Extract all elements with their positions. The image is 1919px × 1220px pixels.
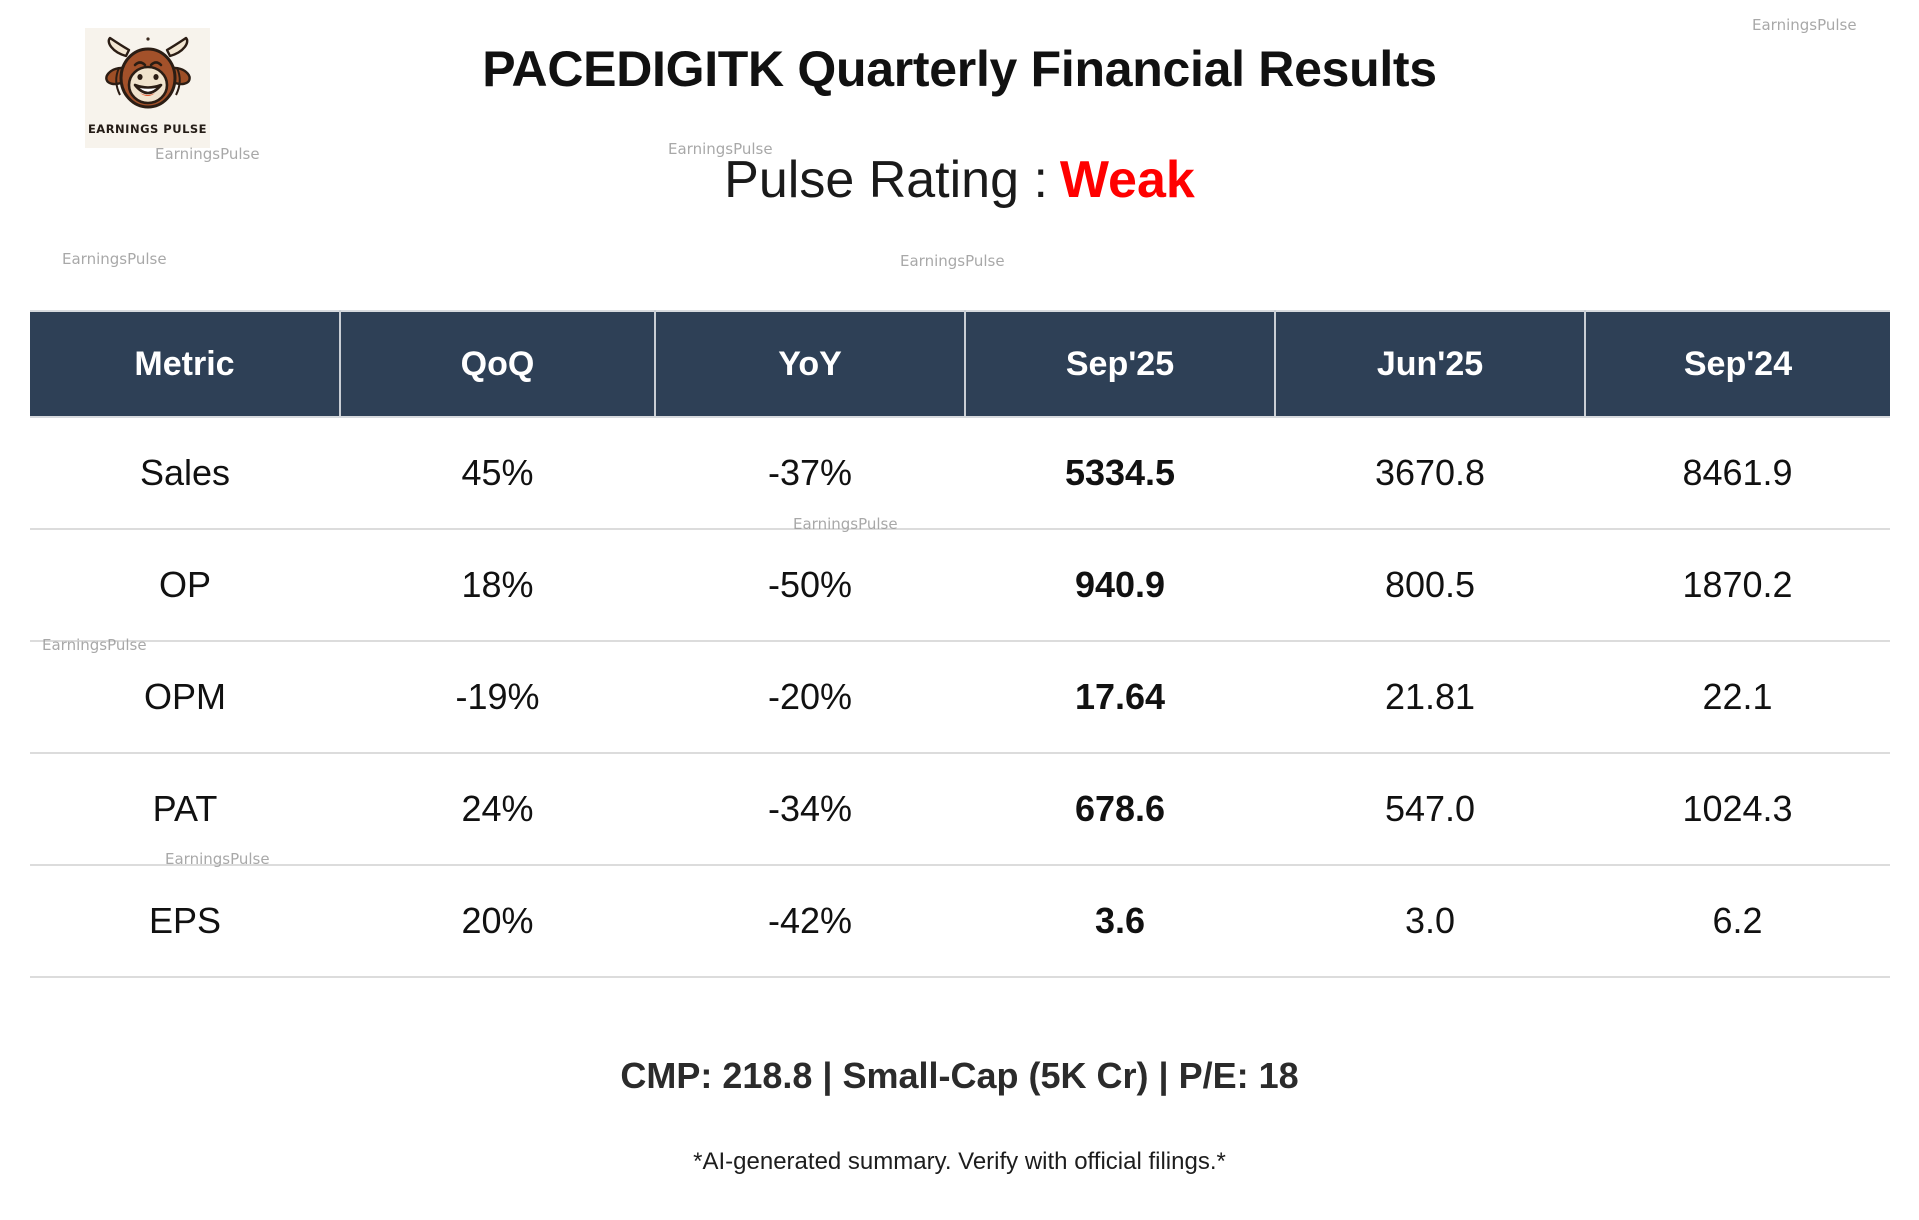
pulse-rating: Pulse Rating : Weak: [0, 150, 1919, 210]
cell-sep24: 22.1: [1585, 641, 1890, 754]
disclaimer-text: *AI-generated summary. Verify with offic…: [693, 1148, 1226, 1175]
table-row: PAT 24% -34% 678.6 547.0 1024.3: [30, 753, 1890, 866]
column-header-yoy: YoY: [655, 310, 966, 418]
cell-jun25: 3670.8: [1275, 417, 1585, 530]
pulse-rating-value: Weak: [1059, 151, 1195, 209]
cell-metric: Sales: [30, 417, 340, 530]
cell-jun25: 3.0: [1275, 865, 1585, 978]
logo-wordmark: EARNINGS PULSE: [87, 122, 208, 136]
cell-sep25: 940.9: [965, 529, 1275, 642]
cell-yoy: -34%: [655, 753, 965, 866]
cell-metric: PAT: [30, 753, 340, 866]
column-header-jun25: Jun'25: [1275, 310, 1586, 418]
table-row: Sales 45% -37% 5334.5 3670.8 8461.9: [30, 417, 1890, 530]
column-header-metric: Metric: [30, 310, 341, 418]
bull-mascot-icon: [104, 36, 191, 109]
cell-sep25: 17.64: [965, 641, 1275, 754]
cell-metric: EPS: [30, 865, 340, 978]
watermark-label: EarningsPulse: [62, 250, 167, 268]
cell-sep25: 5334.5: [965, 417, 1275, 530]
brand-logo: EARNINGS PULSE: [85, 28, 210, 148]
cell-qoq: 18%: [340, 529, 655, 642]
cell-qoq: 45%: [340, 417, 655, 530]
cell-sep24: 1870.2: [1585, 529, 1890, 642]
cell-sep24: 8461.9: [1585, 417, 1890, 530]
cell-sep25: 3.6: [965, 865, 1275, 978]
column-header-sep24: Sep'24: [1585, 310, 1890, 418]
cell-sep25: 678.6: [965, 753, 1275, 866]
cell-jun25: 21.81: [1275, 641, 1585, 754]
table-row: EPS 20% -42% 3.6 3.0 6.2: [30, 865, 1890, 978]
cell-metric: OPM: [30, 641, 340, 754]
cell-jun25: 547.0: [1275, 753, 1585, 866]
table-row: OPM -19% -20% 17.64 21.81 22.1: [30, 641, 1890, 754]
watermark-label: EarningsPulse: [900, 252, 1005, 270]
cell-qoq: -19%: [340, 641, 655, 754]
cell-sep24: 1024.3: [1585, 753, 1890, 866]
cmp-summary-line: CMP: 218.8 | Small-Cap (5K Cr) | P/E: 18: [620, 1055, 1299, 1096]
cell-yoy: -42%: [655, 865, 965, 978]
column-header-sep25: Sep'25: [965, 310, 1276, 418]
cell-yoy: -37%: [655, 417, 965, 530]
page-title: PACEDIGITK Quarterly Financial Results: [482, 41, 1437, 97]
cell-yoy: -50%: [655, 529, 965, 642]
column-header-qoq: QoQ: [340, 310, 656, 418]
cell-sep24: 6.2: [1585, 865, 1890, 978]
cell-qoq: 20%: [340, 865, 655, 978]
cell-qoq: 24%: [340, 753, 655, 866]
table-row: OP 18% -50% 940.9 800.5 1870.2: [30, 529, 1890, 642]
cell-jun25: 800.5: [1275, 529, 1585, 642]
financial-results-table: Metric QoQ YoY Sep'25 Jun'25 Sep'24 Sale…: [30, 310, 1890, 978]
watermark-label: EarningsPulse: [1752, 16, 1857, 34]
table-header-row: Metric QoQ YoY Sep'25 Jun'25 Sep'24: [30, 310, 1890, 418]
pulse-rating-label: Pulse Rating :: [724, 151, 1048, 209]
cell-metric: OP: [30, 529, 340, 642]
cell-yoy: -20%: [655, 641, 965, 754]
